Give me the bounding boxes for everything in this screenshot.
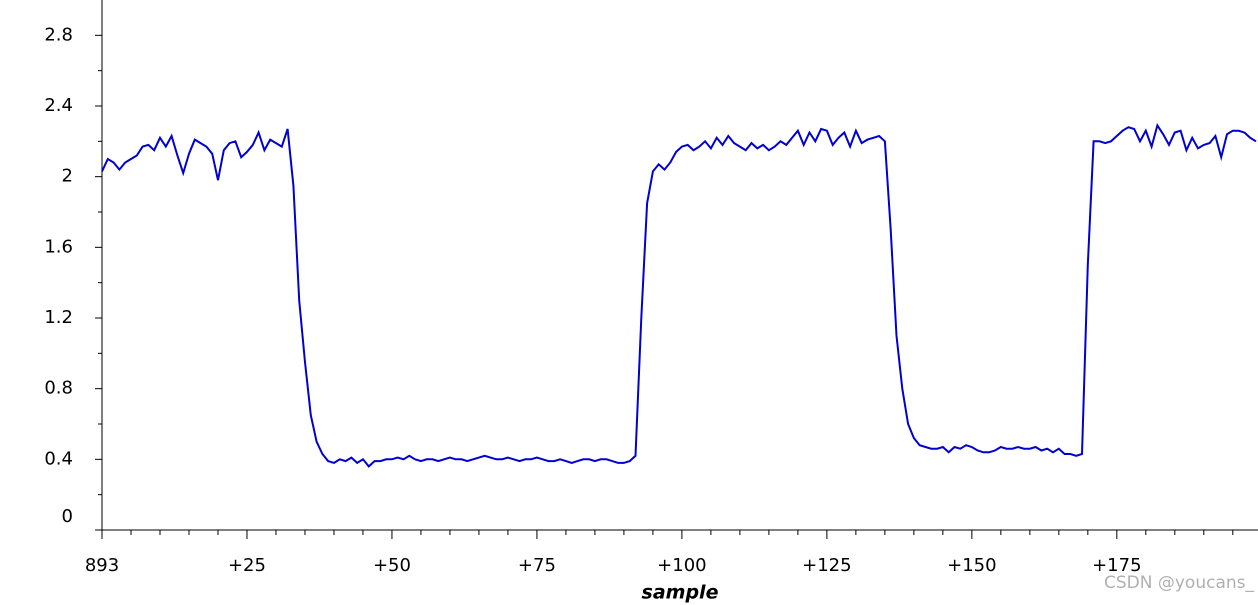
y-tick-label: 0.4 (44, 448, 73, 469)
y-tick-label: 2.4 (44, 95, 73, 116)
y-tick-label: 1.2 (44, 307, 73, 328)
watermark: CSDN @youcans_ (1104, 573, 1255, 593)
x-axis-label: sample (642, 582, 719, 604)
x-tick-label: +125 (802, 555, 851, 576)
y-tick-label: 0 (62, 506, 73, 527)
x-tick-label: +100 (657, 555, 706, 576)
data-line (101, 122, 1257, 468)
x-tick-label: +75 (518, 555, 556, 576)
x-tick-label: +175 (1092, 555, 1141, 576)
x-tick-label: 893 (85, 555, 119, 576)
y-tick-label: 0.8 (44, 378, 73, 399)
x-tick-label: +25 (228, 555, 266, 576)
y-tick-label: 2 (62, 166, 73, 187)
y-tick-label: 1.6 (44, 236, 73, 257)
x-tick-label: +150 (947, 555, 996, 576)
y-tick-label: 2.8 (44, 24, 73, 45)
x-tick-label: +50 (373, 555, 411, 576)
